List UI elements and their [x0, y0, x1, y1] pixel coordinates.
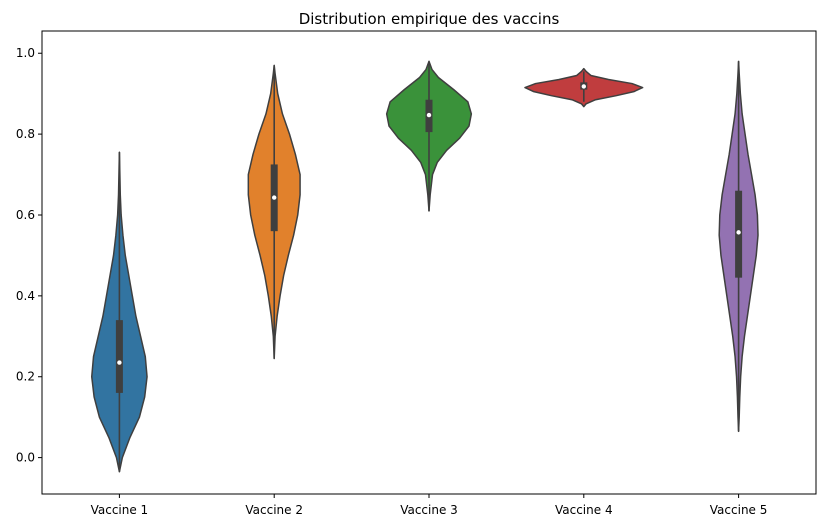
- x-tick-label: Vaccine 1: [91, 503, 149, 517]
- violin-4: [524, 67, 644, 108]
- y-tick-label: 0.8: [16, 127, 35, 141]
- x-tick-label: Vaccine 4: [555, 503, 613, 517]
- y-tick-label: 0.4: [16, 289, 35, 303]
- y-tick-label: 1.0: [16, 46, 35, 60]
- violin-3: [385, 60, 473, 212]
- violin-2: [247, 64, 301, 360]
- x-tick-label: Vaccine 5: [710, 503, 768, 517]
- y-tick-label: 0.6: [16, 208, 35, 222]
- y-tick-label: 0.0: [16, 451, 35, 465]
- violin-median-point: [736, 230, 741, 235]
- violin-median-point: [117, 360, 122, 365]
- y-tick-label: 0.2: [16, 370, 35, 384]
- x-tick-label: Vaccine 3: [400, 503, 458, 517]
- chart-title: Distribution empirique des vaccins: [299, 10, 560, 28]
- violin-median-point: [272, 195, 277, 200]
- violin-5: [718, 60, 759, 433]
- plot-area: [91, 60, 759, 473]
- violin-1: [91, 151, 148, 473]
- violin-median-point: [426, 112, 432, 118]
- violin-iqr-box: [115, 320, 123, 393]
- violin-median-point: [581, 84, 586, 89]
- x-tick-label: Vaccine 2: [245, 503, 303, 517]
- axes: Vaccine 1 Vaccine 2 Vaccine 3 Vaccine 4 Vacc…: [16, 46, 767, 517]
